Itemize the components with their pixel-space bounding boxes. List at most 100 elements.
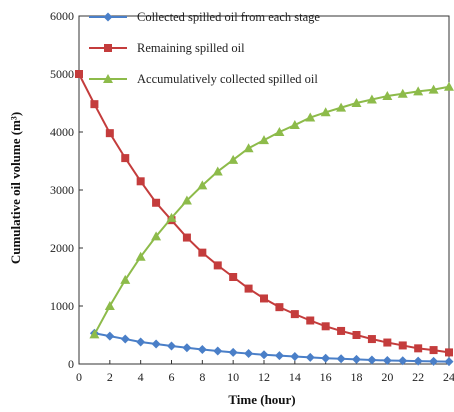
data-point [414, 344, 423, 353]
data-point [321, 322, 330, 331]
data-point [120, 334, 130, 344]
data-point [151, 231, 162, 241]
data-point [305, 352, 315, 362]
legend-marker [104, 44, 112, 52]
data-point [429, 346, 438, 355]
data-point [382, 356, 392, 366]
y-tick-label: 5000 [50, 67, 74, 81]
series-1 [89, 328, 454, 367]
data-point [336, 102, 347, 112]
data-point [212, 166, 223, 176]
data-point [135, 251, 146, 261]
data-point [228, 347, 238, 357]
x-tick-label: 8 [199, 370, 205, 384]
data-point [151, 339, 161, 349]
data-point [428, 84, 439, 94]
data-point [290, 310, 299, 319]
data-point [382, 91, 393, 101]
data-point [182, 343, 192, 353]
x-tick-label: 0 [76, 370, 82, 384]
data-point [275, 303, 284, 312]
data-point [413, 86, 424, 96]
data-point [213, 346, 223, 356]
series-layer [75, 70, 454, 367]
data-point [259, 135, 269, 145]
x-tick-label: 14 [289, 370, 301, 384]
legend-marker [103, 12, 113, 22]
plot-area [78, 15, 450, 365]
data-point [244, 349, 254, 359]
data-point [306, 316, 315, 325]
data-point [197, 345, 207, 354]
data-point [181, 195, 192, 205]
data-point [136, 337, 146, 347]
data-point [166, 212, 177, 222]
series-line [93, 85, 450, 335]
x-tick-label: 16 [320, 370, 332, 384]
series-line [94, 332, 450, 363]
y-axis-title: Cumulative oil volume (m³) [8, 112, 23, 264]
legend-label: Remaining spilled oil [137, 41, 245, 55]
data-point [383, 338, 392, 347]
data-point [413, 356, 423, 366]
y-tick-label: 2000 [50, 241, 74, 255]
data-point [105, 129, 114, 138]
data-point [444, 357, 454, 367]
x-tick-label: 22 [412, 370, 424, 384]
x-tick-label: 12 [258, 370, 270, 384]
x-tick-label: 6 [169, 370, 175, 384]
x-axis-title: Time (hour) [228, 392, 295, 407]
data-point [259, 350, 269, 360]
data-point [167, 341, 176, 351]
data-point [336, 354, 346, 364]
data-point [136, 177, 145, 186]
data-point [445, 348, 453, 357]
data-point [243, 143, 254, 153]
data-point [337, 326, 346, 335]
legend: Collected spilled oil from each stage Rem… [89, 10, 320, 86]
y-tick-label: 6000 [50, 9, 74, 23]
y-tick-label: 4000 [50, 125, 74, 139]
data-point [367, 335, 376, 344]
data-point [229, 273, 238, 281]
data-point [289, 120, 300, 130]
data-point [121, 154, 130, 163]
data-point [228, 154, 239, 164]
data-point [260, 294, 268, 303]
legend-item: Remaining spilled oil [89, 41, 245, 55]
series-3 [89, 81, 454, 339]
data-point [90, 100, 99, 109]
legend-label: Accumulatively collected spilled oil [137, 72, 318, 86]
legend-item: Collected spilled oil from each stage [89, 10, 320, 24]
data-point [398, 341, 407, 350]
data-point [321, 353, 331, 363]
series-2 [75, 70, 453, 357]
data-point [104, 301, 115, 310]
data-point [274, 351, 284, 361]
data-point [352, 354, 361, 364]
data-point [352, 331, 361, 339]
plot-frame [78, 15, 450, 365]
data-point [75, 70, 83, 78]
x-tick-label: 20 [381, 370, 393, 384]
y-tick-label: 0 [68, 357, 74, 371]
data-point [366, 94, 377, 104]
legend-item: Accumulatively collected spilled oil [89, 72, 318, 86]
x-tick-label: 2 [107, 370, 113, 384]
data-point [197, 180, 208, 190]
legend-label: Collected spilled oil from each stage [137, 10, 320, 24]
data-point [120, 274, 131, 284]
data-point [398, 356, 408, 366]
y-tick-label: 1000 [50, 299, 74, 313]
data-point [305, 112, 316, 122]
data-point [351, 98, 362, 107]
data-point [290, 351, 300, 361]
data-point [367, 355, 377, 365]
legend-marker [103, 74, 113, 83]
y-axis: 0 1000 2000 3000 4000 5000 6000 [50, 9, 83, 371]
data-point [89, 329, 100, 339]
data-point [274, 127, 285, 136]
data-point [198, 248, 207, 257]
x-tick-label: 24 [443, 370, 454, 384]
